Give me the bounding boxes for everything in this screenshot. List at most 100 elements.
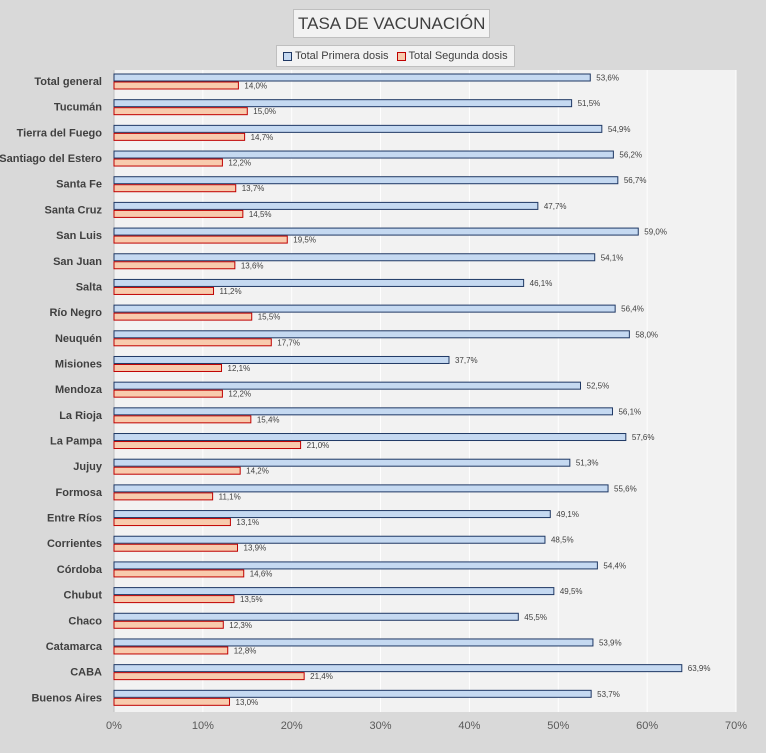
data-label-segunda: 15,4% <box>257 415 280 424</box>
bar-segunda <box>113 209 244 218</box>
data-label-primera: 57,6% <box>632 433 655 442</box>
bar-segunda <box>113 132 246 141</box>
category-label: Chubut <box>64 590 103 602</box>
bar-primera <box>113 99 573 108</box>
category-label: Jujuy <box>73 461 103 473</box>
bar-segunda <box>113 672 305 681</box>
category-label: San Juan <box>53 256 102 268</box>
bar-segunda <box>113 261 236 270</box>
data-label-primera: 55,6% <box>614 484 637 493</box>
bar-primera <box>113 381 581 390</box>
bar-primera <box>113 150 614 159</box>
bar-segunda <box>113 363 223 372</box>
data-label-segunda: 12,1% <box>228 364 251 373</box>
data-label-segunda: 12,8% <box>234 646 257 655</box>
data-label-segunda: 15,0% <box>253 107 276 116</box>
bar-primera <box>113 638 594 647</box>
bar-segunda <box>113 620 224 629</box>
bar-primera <box>113 689 592 698</box>
bar-segunda <box>113 697 231 706</box>
bar-primera <box>113 433 627 442</box>
data-label-primera: 48,5% <box>551 536 574 545</box>
data-label-primera: 56,4% <box>621 305 644 314</box>
data-label-primera: 59,0% <box>644 228 667 237</box>
bar-primera <box>113 561 598 570</box>
category-label: Salta <box>76 281 103 293</box>
bar-segunda <box>113 543 239 552</box>
bar-segunda <box>113 286 215 295</box>
bar-primera <box>113 278 525 287</box>
bar-segunda <box>113 518 231 527</box>
bar-primera <box>113 664 683 673</box>
category-label: Neuquén <box>55 333 102 345</box>
data-label-primera: 49,5% <box>560 587 583 596</box>
data-label-segunda: 12,3% <box>229 621 252 630</box>
category-label: Tierra del Fuego <box>17 127 103 139</box>
data-label-segunda: 13,5% <box>240 595 263 604</box>
x-tick-label: 20% <box>281 720 303 732</box>
bar-segunda <box>113 107 248 116</box>
data-label-primera: 54,4% <box>603 561 626 570</box>
bar-segunda <box>113 312 253 321</box>
data-label-segunda: 13,0% <box>236 698 259 707</box>
data-label-primera: 47,7% <box>544 202 567 211</box>
bar-primera <box>113 484 609 493</box>
data-label-primera: 63,9% <box>688 664 711 673</box>
category-label: Mendoza <box>55 384 103 396</box>
data-label-primera: 45,5% <box>524 613 547 622</box>
data-label-primera: 56,2% <box>619 151 642 160</box>
data-label-segunda: 14,2% <box>246 467 269 476</box>
bar-primera <box>113 73 591 82</box>
category-label: Chaco <box>68 615 102 627</box>
data-label-primera: 52,5% <box>587 382 610 391</box>
data-label-segunda: 13,1% <box>236 518 259 527</box>
bar-primera <box>113 535 546 544</box>
category-label: Formosa <box>56 487 103 499</box>
data-label-primera: 56,7% <box>624 176 647 185</box>
bar-primera <box>113 227 639 236</box>
data-label-primera: 58,0% <box>635 330 658 339</box>
category-label: Corrientes <box>47 538 102 550</box>
x-tick-label: 10% <box>192 720 214 732</box>
data-label-primera: 49,1% <box>556 510 579 519</box>
x-tick-label: 30% <box>370 720 392 732</box>
bar-primera <box>113 201 539 210</box>
category-label: Entre Ríos <box>47 513 102 525</box>
bar-primera <box>113 176 619 185</box>
data-label-primera: 51,3% <box>576 459 599 468</box>
category-label: Total general <box>34 76 102 88</box>
bar-segunda <box>113 415 252 424</box>
data-label-segunda: 13,9% <box>244 544 267 553</box>
bar-primera <box>113 124 603 133</box>
legend-swatch-segunda <box>396 51 406 61</box>
data-label-primera: 54,9% <box>608 125 631 134</box>
data-label-primera: 37,7% <box>455 356 478 365</box>
legend-label-segunda: Total Segunda dosis <box>408 50 508 62</box>
category-label: Río Negro <box>49 307 102 319</box>
data-label-segunda: 11,1% <box>219 492 241 501</box>
x-tick-label: 50% <box>547 720 569 732</box>
data-label-segunda: 14,7% <box>251 133 274 142</box>
bar-segunda <box>113 235 288 244</box>
data-label-primera: 51,5% <box>578 99 601 108</box>
bar-segunda <box>113 158 223 167</box>
bar-segunda <box>113 466 241 475</box>
bar-primera <box>113 510 551 519</box>
bar-segunda <box>113 646 229 655</box>
bar-primera <box>113 612 519 621</box>
x-tick-label: 40% <box>458 720 480 732</box>
data-label-segunda: 14,5% <box>249 210 272 219</box>
bar-segunda <box>113 184 237 193</box>
bar-primera <box>113 253 596 262</box>
category-label: Santiago del Estero <box>0 153 102 165</box>
data-label-segunda: 11,2% <box>220 287 242 296</box>
category-label: La Rioja <box>59 410 103 422</box>
bar-segunda <box>113 569 245 578</box>
data-label-segunda: 21,0% <box>307 441 330 450</box>
category-label: Santa Cruz <box>45 204 103 216</box>
category-label: Santa Fe <box>56 179 102 191</box>
data-label-primera: 53,7% <box>597 690 620 699</box>
data-label-segunda: 12,2% <box>228 390 251 399</box>
bar-segunda <box>113 441 302 450</box>
